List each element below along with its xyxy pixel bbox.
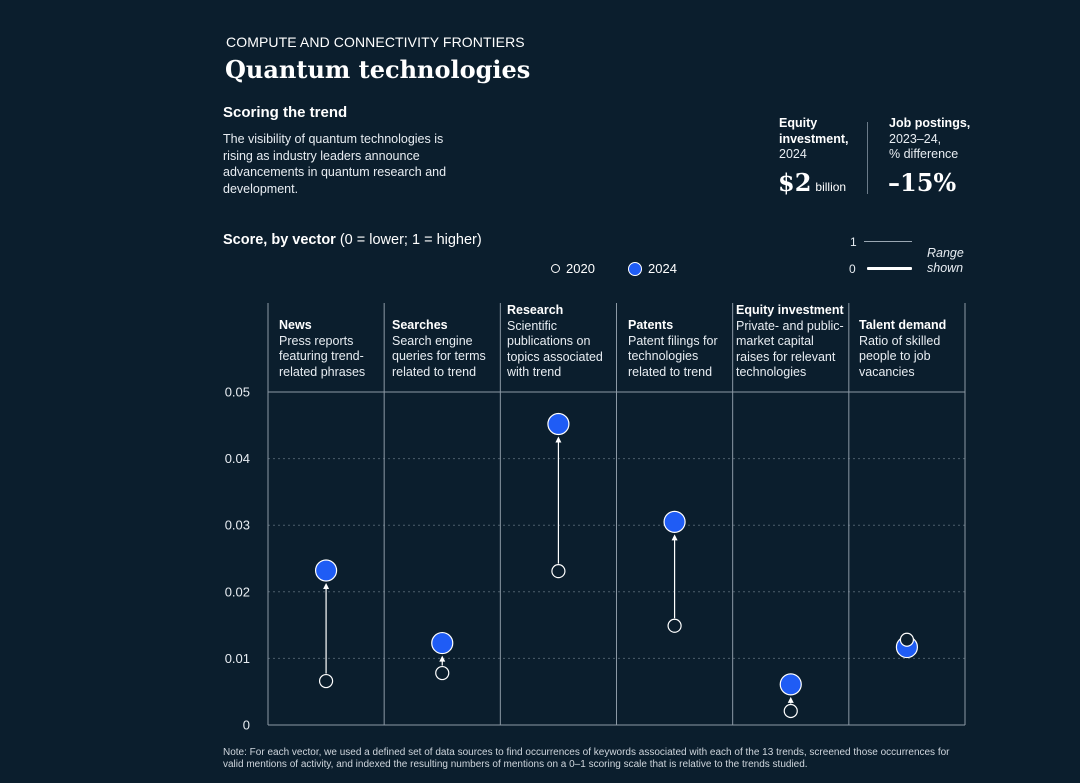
point-2020 (435, 665, 450, 681)
equity-label-line1: Equity (779, 116, 818, 130)
change-arrowhead (671, 534, 678, 541)
point-2020 (783, 703, 798, 719)
range-key-label: Range shown (927, 246, 964, 276)
stats-divider (867, 122, 868, 194)
change-arrowhead (323, 582, 330, 589)
range-full-line (864, 241, 912, 242)
point-2024 (314, 559, 338, 582)
section-eyebrow: COMPUTE AND CONNECTIVITY FRONTIERS (226, 34, 525, 50)
intro-description: The visibility of quantum technologies i… (223, 132, 447, 196)
point-2024 (779, 673, 802, 696)
equity-label: Equity investment, 2024 (779, 116, 848, 163)
change-arrowhead (439, 655, 446, 662)
y-tick-label: 0 (243, 718, 250, 733)
point-2020 (551, 564, 566, 579)
vector-name: Talent demand (859, 318, 947, 332)
jobs-label-line2: 2023–24, (889, 131, 942, 146)
filled-circle-icon (628, 261, 642, 276)
vector-desc: Patent filings for technologies related … (628, 333, 718, 379)
intro-subhead: Scoring the trend (223, 104, 348, 121)
legend-2020-label: 2020 (566, 261, 595, 276)
equity-amount: $2 (778, 168, 812, 197)
footnote: Note: For each vector, we used a defined… (223, 747, 950, 770)
range-shown-line (867, 267, 912, 270)
jobs-label: Job postings, 2023–24, % difference (889, 116, 970, 163)
vector-header-news: News Press reports featuring trend-relat… (279, 318, 389, 380)
equity-unit: billion (815, 180, 847, 194)
y-tick-label: 0.04 (225, 451, 250, 466)
vector-desc: Scientific publications on topics associ… (507, 318, 603, 380)
vector-desc: Search engine queries for terms related … (392, 333, 486, 379)
equity-value: $2 billion (778, 168, 846, 197)
y-tick-label: 0.05 (225, 385, 250, 400)
vector-name: Searches (392, 318, 448, 332)
range-key-line1: Range (927, 246, 964, 260)
vector-header-searches: Searches Search engine queries for terms… (392, 318, 502, 380)
vector-desc: Ratio of skilled people to job vacancies (859, 333, 941, 379)
jobs-value: –15% (888, 168, 957, 197)
vector-desc: Press reports featuring trend-related ph… (279, 333, 366, 379)
vector-desc: Private- and public-market capital raise… (736, 318, 844, 380)
page-title: Quantum technologies (225, 55, 531, 84)
y-tick-label: 0.03 (225, 518, 250, 533)
range-key-top: 1 (850, 235, 857, 249)
vector-header-equity: Equity investment Private- and public-ma… (736, 303, 846, 381)
y-tick-label: 0.01 (225, 651, 250, 666)
point-2020 (318, 673, 334, 689)
equity-label-year: 2024 (779, 147, 807, 161)
point-2024 (663, 510, 686, 533)
y-tick-label: 0.02 (225, 584, 250, 599)
range-key-bottom: 0 (849, 262, 856, 276)
vector-name: Research (507, 303, 564, 317)
vector-name: Equity investment (736, 303, 844, 317)
point-2020 (899, 632, 915, 647)
point-2024 (431, 631, 454, 655)
vector-header-patents: Patents Patent filings for technologies … (628, 318, 738, 380)
vector-name: News (279, 318, 312, 332)
change-arrowhead (555, 436, 562, 443)
score-title-bold: Score, by vector (223, 232, 336, 248)
open-circle-icon (551, 264, 560, 273)
jobs-label-line1: Job postings, (889, 116, 971, 130)
change-arrowhead (787, 696, 794, 703)
score-title-rest: (0 = lower; 1 = higher) (335, 232, 482, 248)
vector-header-talent: Talent demand Ratio of skilled people to… (859, 318, 969, 380)
legend-2024-label: 2024 (648, 261, 677, 276)
point-2020 (667, 618, 682, 633)
vector-name: Patents (628, 318, 674, 332)
vector-header-research: Research Scientific publications on topi… (507, 303, 617, 381)
score-title: Score, by vector (0 = lower; 1 = higher) (223, 232, 482, 248)
point-2024 (547, 412, 570, 436)
jobs-label-line3: % difference (889, 147, 959, 161)
legend-2020: 2020 (551, 261, 595, 276)
legend-2024: 2024 (628, 261, 677, 276)
range-key-line2: shown (927, 261, 964, 275)
equity-label-line2: investment, (779, 131, 849, 146)
